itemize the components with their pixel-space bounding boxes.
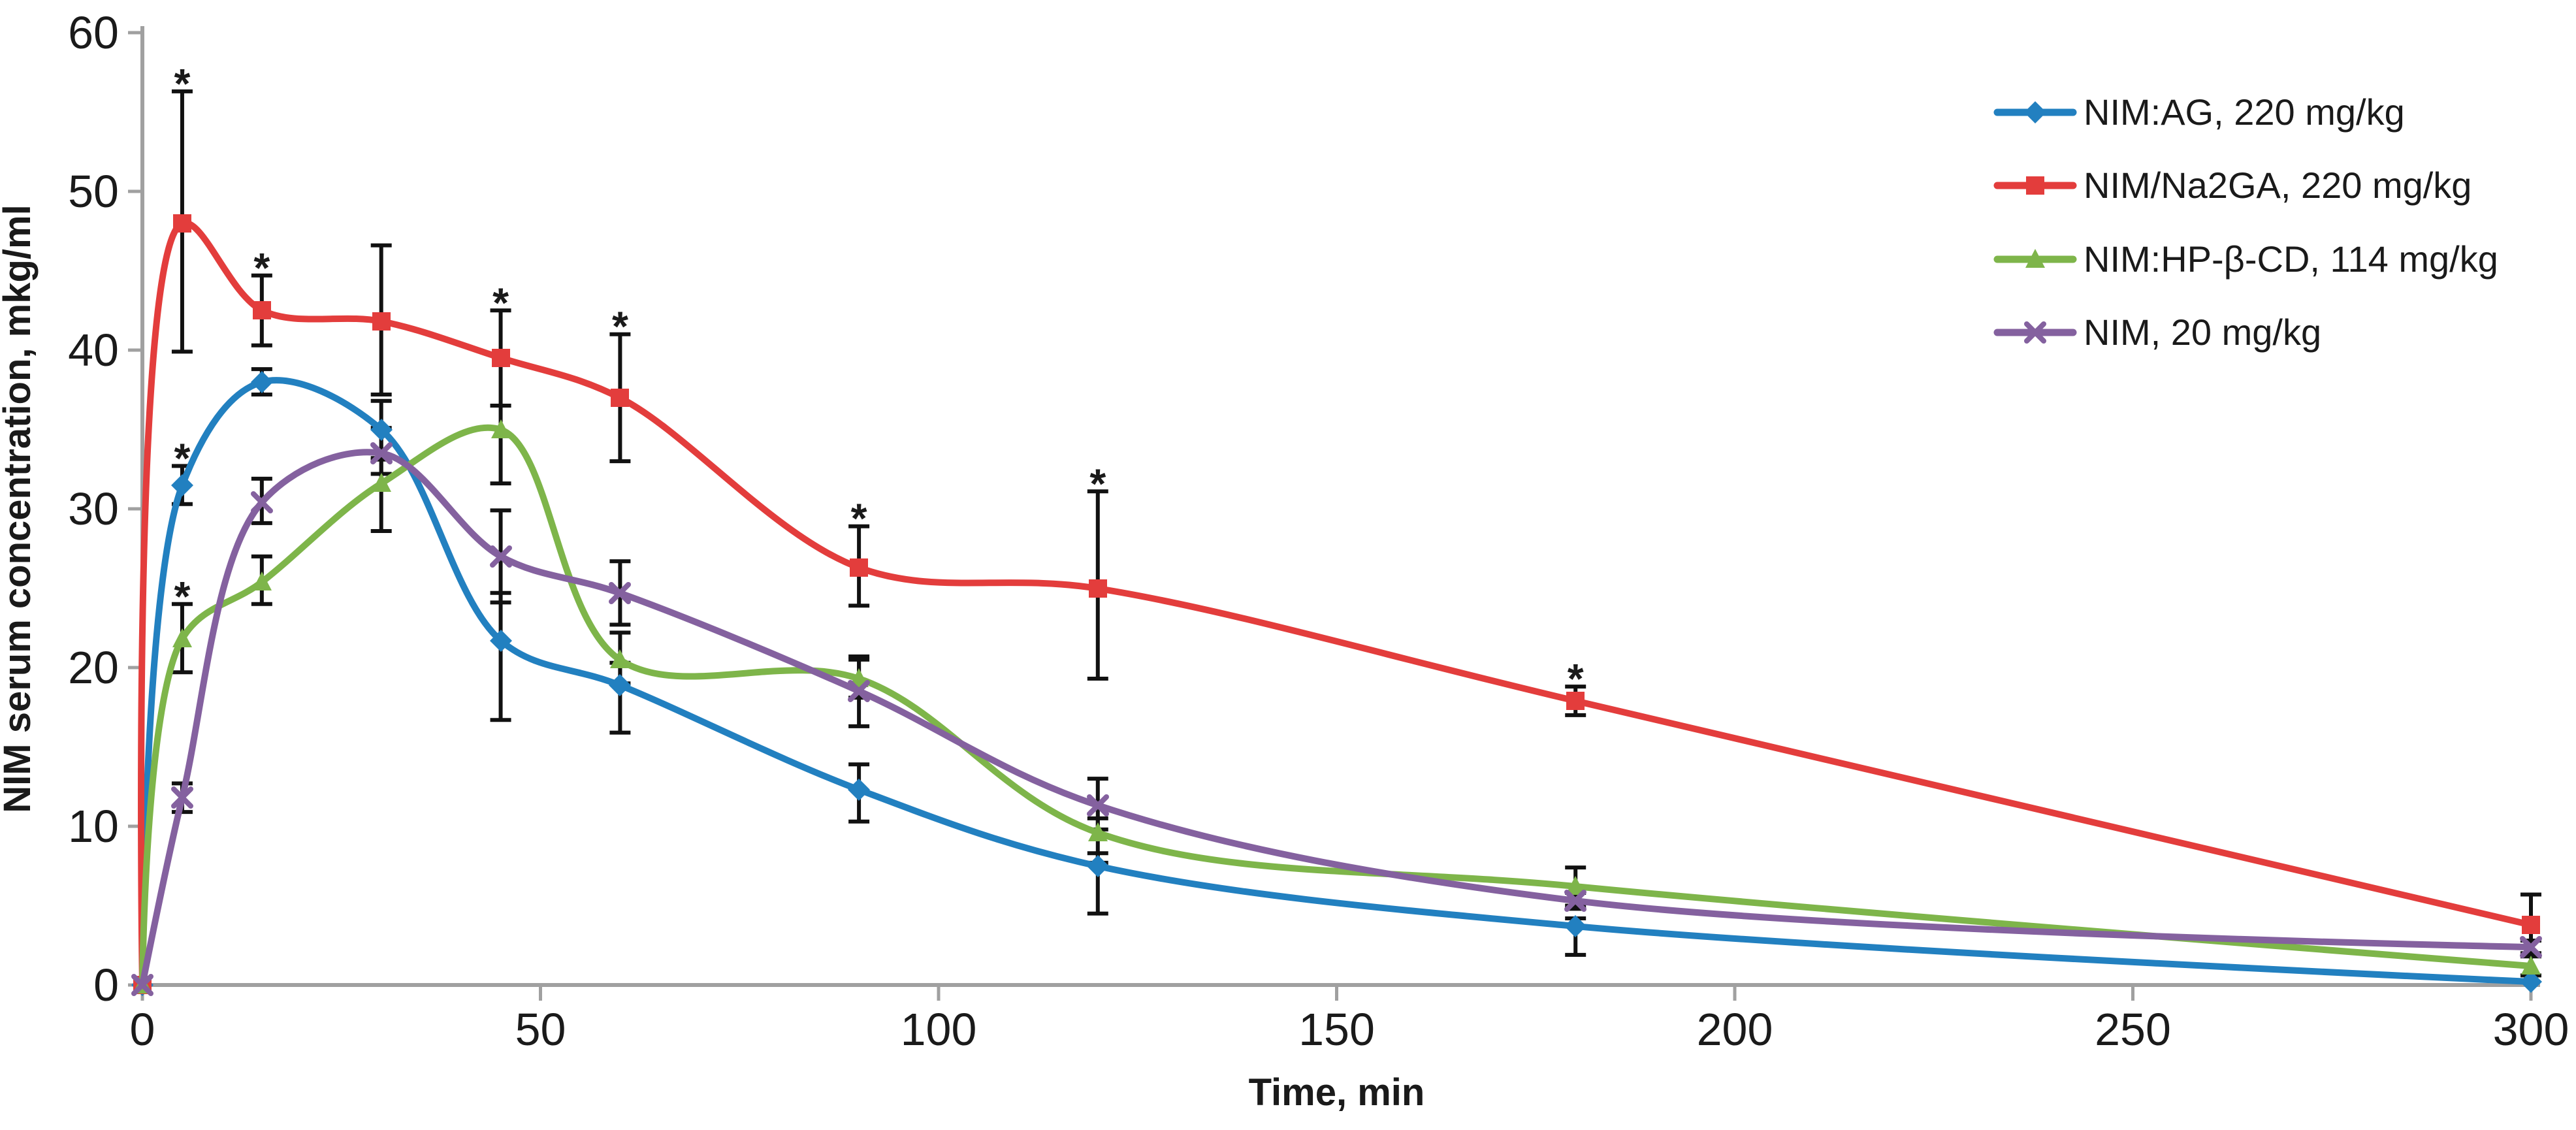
- y-tick-label: 30: [68, 483, 119, 534]
- significance-asterisk: *: [253, 244, 270, 291]
- triangle-marker: [491, 419, 511, 438]
- series-1: [133, 214, 2540, 994]
- legend-label: NIM/Na2GA, 220 mg/kg: [2084, 165, 2471, 206]
- triangle-marker: [1088, 822, 1108, 841]
- diamond-marker: [370, 419, 393, 441]
- triangle-marker: [2521, 956, 2541, 975]
- legend-item: NIM:AG, 220 mg/kg: [1993, 91, 2405, 133]
- error-bar: [490, 590, 511, 722]
- square-marker: [372, 312, 391, 331]
- x-axis: 0 50 100 150 200 250 300 Time, min: [130, 983, 2569, 1114]
- significance-markers: * * * * * * * * *: [174, 60, 1583, 702]
- significance-asterisk: *: [612, 303, 628, 350]
- series-line: [139, 424, 2534, 988]
- y-tick-label: 20: [68, 642, 119, 693]
- x-marker: [490, 545, 512, 568]
- diamond-marker: [1087, 855, 1109, 877]
- square-marker: [492, 349, 510, 367]
- triangle-marker: [849, 668, 869, 687]
- series-3: [131, 442, 2542, 996]
- y-tick-label: 0: [93, 960, 119, 1010]
- square-marker: [1089, 579, 1107, 598]
- legend-label: NIM:HP-β-CD, 114 mg/kg: [2084, 238, 2498, 280]
- significance-asterisk: *: [174, 573, 190, 620]
- x-axis-title: Time, min: [1249, 1071, 1425, 1114]
- x-marker: [131, 974, 153, 996]
- series-0: [131, 371, 2542, 996]
- diamond-marker: [1564, 915, 1586, 937]
- diamond-marker: [848, 779, 870, 801]
- square-marker: [173, 214, 191, 233]
- x-marker: [848, 680, 870, 702]
- triangle-marker: [172, 628, 192, 647]
- x-marker: [370, 442, 393, 464]
- triangle-marker: [252, 572, 272, 590]
- series-line: [139, 449, 2534, 988]
- y-tick-label: 40: [68, 325, 119, 376]
- significance-asterisk: *: [174, 60, 190, 107]
- legend-item: NIM:HP-β-CD, 114 mg/kg: [1993, 238, 2498, 280]
- x-tick-label: 200: [1697, 1004, 1773, 1055]
- x-tick-label: 0: [130, 1004, 155, 1055]
- x-marker: [2520, 936, 2542, 958]
- significance-asterisk: *: [1568, 655, 1584, 702]
- significance-asterisk: *: [174, 434, 190, 481]
- legend-item: NIM/Na2GA, 220 mg/kg: [1993, 165, 2471, 206]
- x-tick-label: 300: [2493, 1004, 2569, 1055]
- triangle-marker: [2025, 249, 2045, 268]
- x-tick-label: 100: [901, 1004, 977, 1055]
- x-marker: [171, 786, 193, 809]
- legend: NIM:AG, 220 mg/kg NIM/Na2GA, 220 mg/kg NIM…: [1993, 91, 2498, 353]
- significance-asterisk: *: [492, 279, 509, 326]
- x-marker: [2024, 321, 2046, 344]
- y-axis: 0 10 20 30 40 50 60 NIM serum concentration, mk…: [0, 7, 144, 1010]
- series-line: [139, 377, 2534, 988]
- x-tick-label: 250: [2095, 1004, 2171, 1055]
- diamond-marker: [171, 474, 193, 496]
- square-marker: [611, 389, 629, 407]
- triangle-marker: [610, 649, 630, 668]
- x-marker: [609, 582, 631, 604]
- square-marker: [2026, 176, 2044, 195]
- square-marker: [2522, 916, 2540, 934]
- square-marker: [253, 301, 271, 319]
- x-marker: [1564, 890, 1586, 912]
- diamond-marker: [609, 674, 631, 696]
- diamond-marker: [2520, 971, 2542, 993]
- diamond-marker: [2024, 101, 2046, 123]
- significance-asterisk: *: [851, 495, 867, 542]
- x-tick-label: 50: [515, 1004, 566, 1055]
- x-marker: [251, 491, 273, 513]
- legend-label: NIM, 20 mg/kg: [2084, 312, 2321, 353]
- significance-asterisk: *: [1089, 460, 1106, 507]
- square-marker: [1566, 692, 1585, 710]
- error-bar: [490, 404, 511, 486]
- legend-label: NIM:AG, 220 mg/kg: [2084, 91, 2405, 133]
- y-tick-label: 50: [68, 166, 119, 217]
- y-tick-label: 10: [68, 801, 119, 852]
- square-marker: [850, 558, 868, 577]
- diamond-marker: [251, 371, 273, 393]
- x-marker: [1087, 794, 1109, 816]
- triangle-marker: [1566, 876, 1585, 895]
- series-2: [133, 419, 2541, 993]
- triangle-marker: [372, 473, 391, 492]
- x-tick-label: 150: [1298, 1004, 1375, 1055]
- y-axis-title: NIM serum concentration, mkg/ml: [0, 204, 39, 813]
- y-tick-label: 60: [68, 7, 119, 58]
- diamond-marker: [490, 630, 512, 652]
- legend-item: NIM, 20 mg/kg: [1993, 312, 2321, 353]
